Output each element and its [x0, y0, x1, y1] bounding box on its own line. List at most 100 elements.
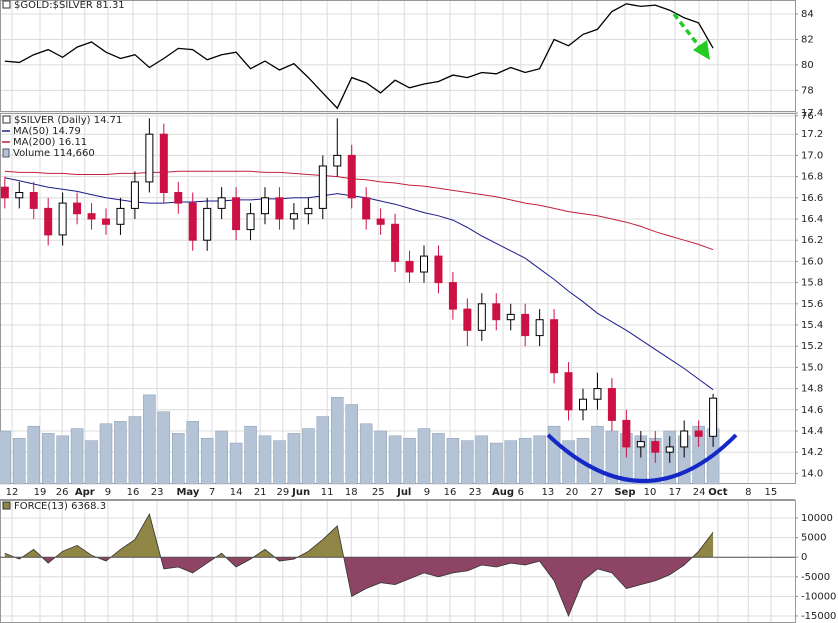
panel-title: FORCE(13) 6368.3 [14, 501, 106, 512]
candle-body [665, 446, 674, 453]
volume-bar [186, 421, 199, 485]
y-tick-label: 17.4 [801, 108, 823, 119]
volume-bar [417, 428, 431, 485]
x-tick-label: 20 [566, 487, 579, 498]
y-tick-label: 15.8 [801, 278, 823, 289]
candle-body [29, 192, 38, 209]
y-tick-label: 16.2 [801, 235, 823, 246]
y-tick-label: 16.8 [801, 172, 823, 183]
volume-bar [591, 425, 604, 485]
volume-bar [331, 397, 344, 485]
candle-body [318, 165, 327, 209]
x-tick-label: 11 [321, 487, 334, 498]
y-tick-label: 17.2 [801, 129, 823, 140]
candle-body [159, 133, 168, 193]
candle-body [550, 319, 559, 374]
arrow-head [693, 40, 710, 60]
candle-body [174, 192, 183, 204]
volume-bar [200, 437, 214, 485]
x-tick-label: 9 [424, 487, 430, 498]
candle-body [188, 202, 197, 241]
arrow-shaft [672, 12, 704, 52]
y-tick-label: 0 [801, 552, 807, 563]
volume-bar [258, 435, 272, 485]
x-tick-label: Oct [708, 487, 727, 498]
candle-body [579, 398, 587, 411]
candle-body [116, 207, 125, 225]
candle-body [275, 197, 284, 220]
panel-title: $GOLD:$SILVER 81.31 [14, 0, 125, 11]
candle-body [651, 441, 660, 453]
legend-label: Volume 114,660 [13, 148, 95, 159]
candle-body [44, 207, 53, 236]
candle-body [607, 388, 616, 421]
y-tick-label: 76 [801, 111, 814, 122]
legend-swatch [2, 148, 10, 158]
candle-body [709, 397, 718, 437]
x-tick-label: 21 [254, 487, 267, 498]
x-tick-label: 16 [444, 487, 457, 498]
volume-bar [99, 423, 113, 485]
title-icon [2, 115, 11, 124]
volume-bar [229, 442, 243, 485]
candle-body [564, 372, 573, 411]
volume-bar [172, 433, 185, 485]
y-tick-label: 14.6 [801, 405, 823, 416]
x-tick-label: 25 [372, 487, 385, 498]
x-tick-label: 26 [56, 487, 69, 498]
x-tick-label: 23 [469, 487, 482, 498]
candle-body [463, 308, 472, 331]
candle-body [304, 207, 313, 215]
y-tick-label: 16.4 [801, 214, 823, 225]
volume-bar [446, 437, 460, 485]
ratio-line [4, 3, 714, 110]
x-tick-label: 16 [127, 487, 140, 498]
volume-bar [143, 394, 156, 485]
volume-bar [432, 433, 445, 485]
volume-bar [0, 430, 12, 485]
y-tick-label: 15.4 [801, 320, 823, 331]
candle-body [73, 202, 82, 215]
moving-average [4, 170, 714, 251]
force-area-negative [4, 557, 714, 616]
x-tick-label: 10 [644, 487, 657, 498]
x-tick-label: Apr [75, 487, 95, 498]
x-tick-label: 29 [276, 487, 289, 498]
candle-body [420, 255, 428, 273]
volume-bar [302, 428, 315, 485]
volume-bar [461, 440, 474, 485]
candle-body [232, 197, 241, 231]
candle-body [405, 260, 414, 273]
candle-body [521, 313, 530, 337]
candle-body [347, 154, 356, 199]
candle-body [376, 218, 385, 225]
y-tick-label: 82 [801, 34, 814, 45]
title-icon [2, 0, 11, 9]
candle-body [694, 430, 703, 437]
volume-bar [70, 428, 84, 485]
volume-bar [128, 416, 142, 485]
volume-bar [403, 437, 416, 485]
volume-bar [41, 433, 55, 485]
volume-bar [533, 435, 546, 485]
volume-bar [374, 430, 387, 485]
y-tick-label: 14.4 [801, 426, 823, 437]
volume-bar [518, 437, 532, 485]
volume-bar [475, 435, 489, 485]
y-tick-label: 16.6 [801, 193, 823, 204]
candle-body [0, 186, 9, 199]
candle-body [506, 313, 515, 321]
y-tick-label: 78 [801, 85, 814, 96]
volume-bar [273, 440, 286, 485]
x-tick-label: May [176, 487, 199, 498]
y-tick-label: 84 [801, 9, 814, 20]
volume-bar [316, 416, 330, 485]
panel-border [0, 0, 796, 112]
x-tick-label: 17 [669, 487, 682, 498]
candle-body [477, 303, 486, 331]
force-line [4, 513, 714, 617]
volume-bar [345, 404, 358, 485]
candle-body [261, 197, 269, 215]
volume-bar [388, 435, 402, 485]
